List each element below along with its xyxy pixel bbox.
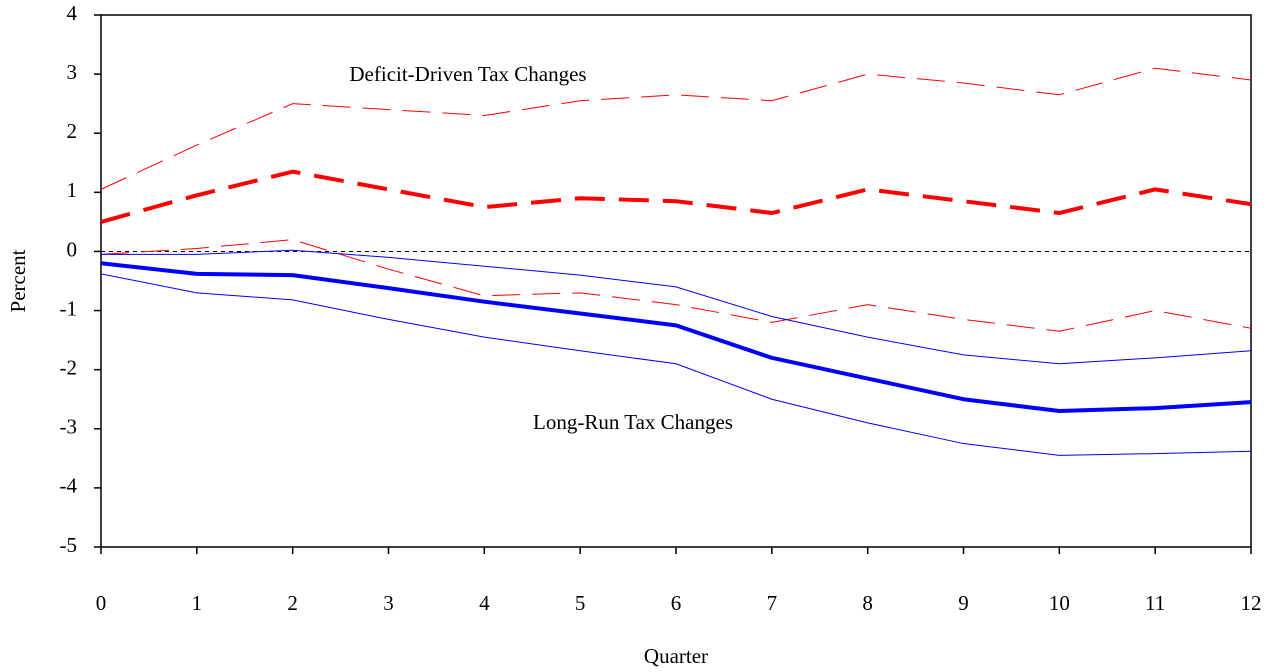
x-tick-label: 10 <box>1049 591 1070 615</box>
x-tick-label: 4 <box>479 591 490 615</box>
series-line <box>101 249 1252 365</box>
series-line <box>100 273 1252 456</box>
x-tick-label: 1 <box>192 591 203 615</box>
x-axis-label: Quarter <box>644 644 708 668</box>
x-tick-label: 7 <box>767 591 778 615</box>
x-tick-label: 2 <box>287 591 298 615</box>
y-tick-label: -2 <box>60 355 78 379</box>
annotation: Long-Run Tax Changes <box>533 410 733 434</box>
x-tick-label: 0 <box>96 591 107 615</box>
x-tick-label: 9 <box>958 591 969 615</box>
annotation: Deficit-Driven Tax Changes <box>349 62 586 86</box>
y-tick-label: -4 <box>60 474 78 498</box>
y-tick-label: -5 <box>60 533 78 557</box>
plot-frame <box>100 14 1252 548</box>
x-tick-label: 6 <box>671 591 682 615</box>
series-line <box>100 261 1252 414</box>
x-tick-label: 11 <box>1145 591 1165 615</box>
y-tick-label: 1 <box>67 178 78 202</box>
x-tick-label: 5 <box>575 591 586 615</box>
y-tick-label: 3 <box>67 60 78 84</box>
y-tick-label: 2 <box>67 119 78 143</box>
x-tick-label: 12 <box>1241 591 1262 615</box>
y-tick-label: 0 <box>67 237 78 261</box>
x-tick-label: 3 <box>383 591 394 615</box>
series-line <box>100 239 1252 332</box>
y-axis-label: Percent <box>6 249 30 312</box>
series-line <box>100 169 1252 224</box>
y-tick-label: 4 <box>67 1 78 25</box>
series-line <box>100 67 1252 190</box>
y-tick-label: -1 <box>60 296 78 320</box>
x-tick-label: 8 <box>862 591 873 615</box>
y-tick-label: -3 <box>60 415 78 439</box>
